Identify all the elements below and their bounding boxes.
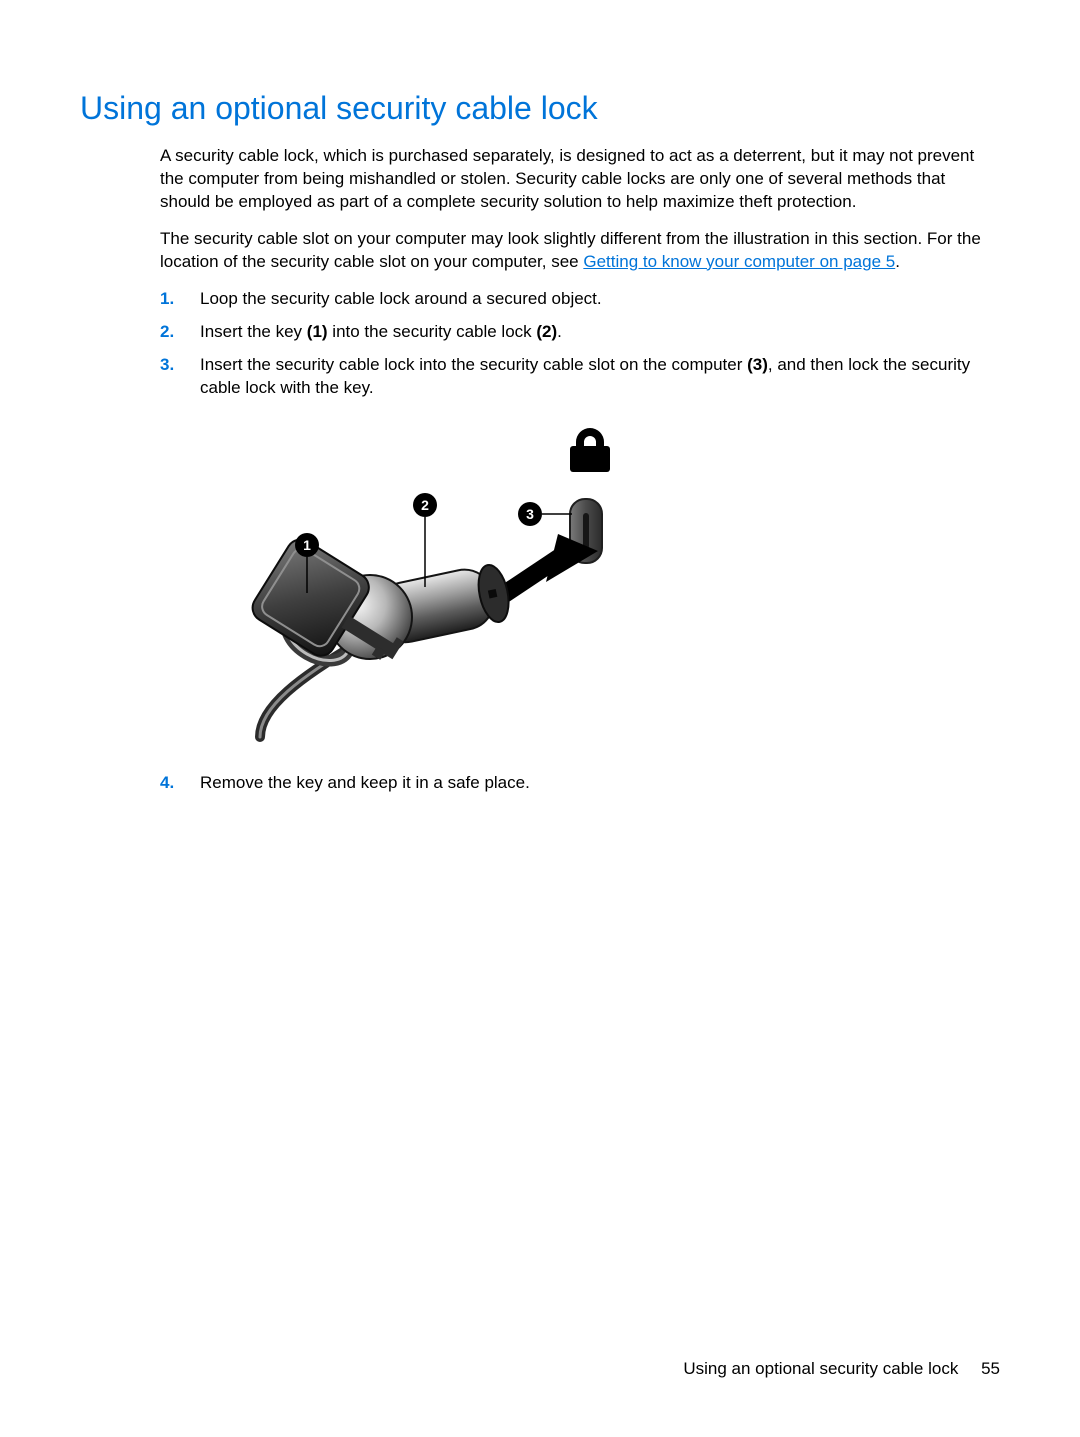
page-footer: Using an optional security cable lock 55 bbox=[683, 1359, 1000, 1379]
page-number: 55 bbox=[981, 1359, 1000, 1378]
step-text: Insert the security cable lock into the … bbox=[200, 354, 1000, 400]
t: Insert the key bbox=[200, 322, 307, 341]
svg-text:2: 2 bbox=[421, 497, 429, 513]
step-4: 4. Remove the key and keep it in a safe … bbox=[160, 772, 1000, 795]
t: . bbox=[557, 322, 562, 341]
cross-reference-link[interactable]: Getting to know your computer on page 5 bbox=[583, 252, 895, 271]
step-text: Loop the security cable lock around a se… bbox=[200, 288, 1000, 311]
step-2: 2. Insert the key (1) into the security … bbox=[160, 321, 1000, 344]
cable-lock-figure: 1 2 3 bbox=[200, 417, 1000, 754]
lock-icon bbox=[570, 428, 610, 472]
callout-ref-2: (2) bbox=[536, 322, 557, 341]
callout-ref-1: (1) bbox=[307, 322, 328, 341]
step-number: 4. bbox=[160, 772, 200, 795]
p2-post-text: . bbox=[895, 252, 900, 271]
step-1: 1. Loop the security cable lock around a… bbox=[160, 288, 1000, 311]
step-text: Insert the key (1) into the security cab… bbox=[200, 321, 1000, 344]
page: Using an optional security cable lock A … bbox=[0, 0, 1080, 1437]
step-number: 2. bbox=[160, 321, 200, 344]
cable-lock-svg: 1 2 3 bbox=[200, 417, 630, 747]
step-number: 1. bbox=[160, 288, 200, 311]
step-3: 3. Insert the security cable lock into t… bbox=[160, 354, 1000, 400]
intro-paragraph-1: A security cable lock, which is purchase… bbox=[160, 145, 1000, 228]
svg-text:3: 3 bbox=[526, 506, 534, 522]
intro-paragraph-2: The security cable slot on your computer… bbox=[160, 228, 1000, 288]
page-heading: Using an optional security cable lock bbox=[80, 90, 1000, 127]
callout-2: 2 bbox=[413, 493, 437, 587]
footer-title: Using an optional security cable lock bbox=[683, 1359, 958, 1378]
callout-ref-3: (3) bbox=[747, 355, 768, 374]
svg-text:1: 1 bbox=[303, 537, 311, 553]
step-text: Remove the key and keep it in a safe pla… bbox=[200, 772, 1000, 795]
steps-list-continued: 4. Remove the key and keep it in a safe … bbox=[160, 772, 1000, 795]
step-number: 3. bbox=[160, 354, 200, 377]
t: Insert the security cable lock into the … bbox=[200, 355, 747, 374]
body-region: A security cable lock, which is purchase… bbox=[160, 145, 1000, 795]
steps-list: 1. Loop the security cable lock around a… bbox=[160, 288, 1000, 400]
callout-3: 3 bbox=[518, 502, 572, 526]
t: into the security cable lock bbox=[328, 322, 537, 341]
